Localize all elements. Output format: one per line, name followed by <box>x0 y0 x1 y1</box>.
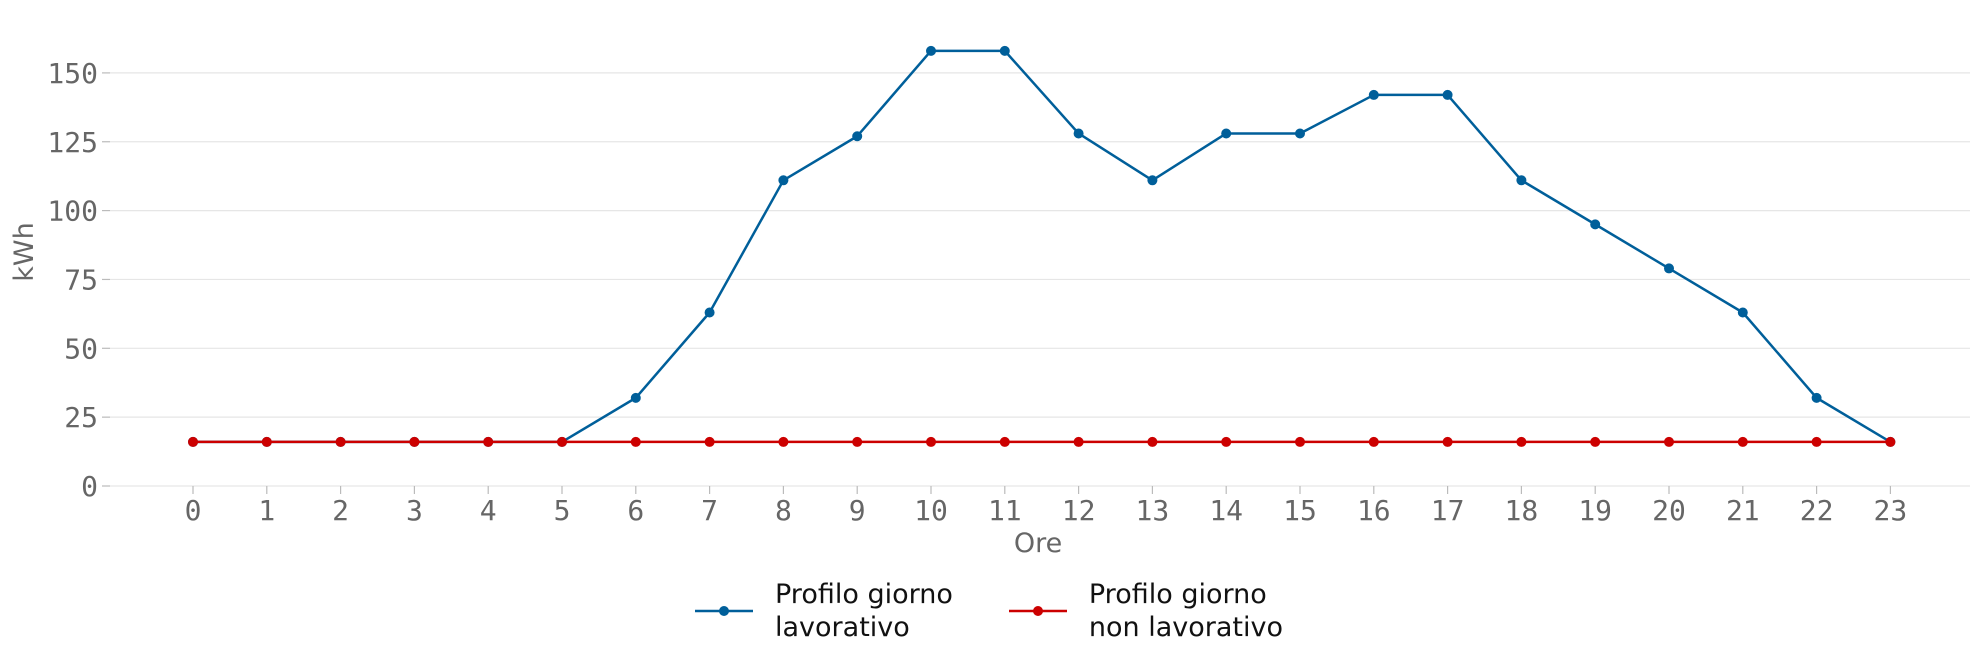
data-point <box>188 436 198 447</box>
data-point <box>999 436 1010 447</box>
data-point <box>926 436 936 447</box>
series-workday <box>188 45 1896 447</box>
data-point <box>261 436 272 447</box>
x-tick-label: 8 <box>775 494 792 527</box>
x-tick-label: 7 <box>701 494 718 527</box>
y-tick-label: 125 <box>47 126 98 159</box>
x-tick-label: 9 <box>849 494 866 527</box>
data-point <box>630 392 641 403</box>
x-tick-label: 22 <box>1800 494 1834 527</box>
data-point <box>704 436 715 447</box>
data-point <box>1590 219 1601 230</box>
data-point <box>778 175 789 186</box>
y-axis-ticks: 0 25 50 75 100 125 150 <box>47 57 110 503</box>
data-point <box>1147 436 1158 447</box>
legend: Profilo giorno lavorativo Profilo giorno… <box>0 578 1978 644</box>
data-point <box>999 45 1010 56</box>
x-tick-label: 18 <box>1505 494 1539 527</box>
x-tick-label: 21 <box>1726 494 1760 527</box>
data-point <box>852 436 863 447</box>
data-point <box>630 436 641 447</box>
data-point <box>1737 307 1748 318</box>
y-tick-label: 150 <box>47 57 98 90</box>
data-point <box>1516 436 1527 447</box>
data-point <box>1442 436 1453 447</box>
y-tick-label: 25 <box>64 401 98 434</box>
data-point <box>1590 436 1601 447</box>
data-point <box>1442 89 1453 100</box>
data-point <box>1073 128 1084 139</box>
data-point <box>1147 175 1158 186</box>
x-tick-label: 19 <box>1578 494 1612 527</box>
x-tick-label: 15 <box>1283 494 1317 527</box>
x-tick-label: 0 <box>185 494 202 527</box>
legend-label-nonworkday: Profilo giorno non lavorativo <box>1088 579 1283 643</box>
x-tick-label: 12 <box>1062 494 1096 527</box>
x-tick-label: 17 <box>1431 494 1465 527</box>
data-point <box>1295 436 1305 447</box>
data-point <box>852 131 863 142</box>
x-tick-label: 13 <box>1136 494 1170 527</box>
data-point <box>1811 436 1822 447</box>
x-tick-label: 16 <box>1357 494 1391 527</box>
legend-swatch-nonworkday <box>1008 606 1067 616</box>
data-point <box>1664 436 1674 447</box>
x-axis-label: Ore <box>1014 528 1062 559</box>
legend-item-nonworkday: Profilo giorno non lavorativo <box>1008 578 1283 644</box>
x-tick-label: 14 <box>1209 494 1243 527</box>
x-axis-ticks: 0 1 2 3 4 5 6 7 8 9 10 11 12 13 14 15 16 17 18 19 20 21 22 23 <box>185 486 1908 527</box>
data-point <box>409 436 420 447</box>
data-point <box>483 436 494 447</box>
data-point <box>1221 436 1232 447</box>
data-point <box>778 436 789 447</box>
legend-swatch-workday <box>695 606 753 616</box>
x-tick-label: 4 <box>480 494 497 527</box>
x-tick-label: 3 <box>406 494 423 527</box>
legend-label-workday: Profilo giorno lavorativo <box>775 579 953 643</box>
x-tick-label: 10 <box>914 494 948 527</box>
y-tick-label: 75 <box>64 263 98 296</box>
x-tick-label: 1 <box>258 494 275 527</box>
data-point <box>1221 128 1232 139</box>
data-point <box>1295 128 1305 139</box>
data-point <box>335 436 346 447</box>
x-tick-label: 23 <box>1874 494 1908 527</box>
data-point <box>1885 436 1896 447</box>
grid-lines <box>110 72 1970 487</box>
series-nonworkday <box>188 436 1896 447</box>
data-point <box>926 45 936 56</box>
y-tick-label: 50 <box>64 332 98 365</box>
data-point <box>557 436 567 447</box>
data-point <box>1664 263 1674 274</box>
x-tick-label: 20 <box>1652 494 1686 527</box>
data-point <box>1368 89 1379 100</box>
data-point <box>1811 392 1822 403</box>
x-tick-label: 5 <box>554 494 571 527</box>
x-tick-label: 6 <box>627 494 644 527</box>
y-tick-label: 100 <box>47 195 98 228</box>
y-tick-label: 0 <box>81 470 98 503</box>
data-point <box>1073 436 1084 447</box>
y-axis-label: kWh <box>9 222 40 281</box>
series-lines <box>188 45 1896 447</box>
legend-item-workday: Profilo giorno lavorativo <box>695 578 953 644</box>
data-point <box>1368 436 1379 447</box>
x-tick-label: 11 <box>988 494 1022 527</box>
x-tick-label: 2 <box>332 494 349 527</box>
data-point <box>704 307 715 318</box>
series-line <box>193 49 1892 444</box>
data-point <box>1516 175 1527 186</box>
data-point <box>1737 436 1748 447</box>
